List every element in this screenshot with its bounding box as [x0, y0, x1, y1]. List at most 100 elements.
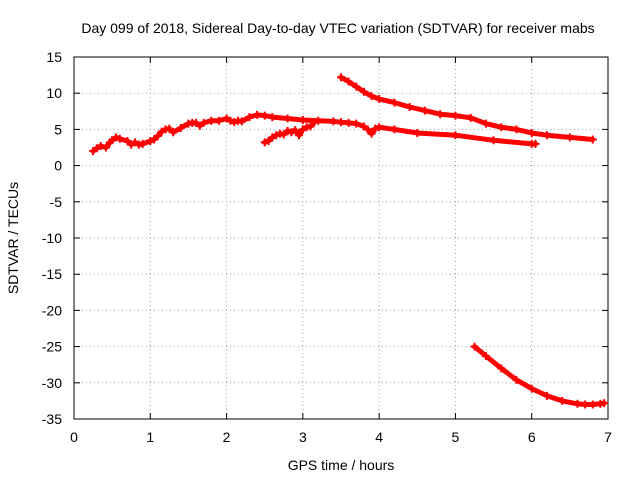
data-point — [283, 114, 292, 123]
data-point — [298, 115, 307, 124]
y-axis-ticks: 15 10 5 0 -5 -10 -15 -20 -25 -30 -35 — [42, 49, 608, 427]
data-point — [527, 384, 536, 393]
grid — [74, 57, 608, 419]
data-point — [337, 118, 345, 127]
data-point — [329, 117, 338, 126]
data-point — [367, 92, 376, 101]
data-point — [413, 129, 422, 138]
data-point — [581, 400, 590, 409]
y-tick-label: 15 — [46, 49, 62, 65]
data-point — [527, 129, 536, 138]
data-point — [588, 135, 597, 144]
data-point — [573, 399, 582, 408]
series-arc-3 — [337, 73, 597, 144]
data-point — [176, 123, 185, 132]
y-tick-label: 5 — [54, 121, 62, 137]
data-point — [481, 119, 490, 128]
data-series — [89, 73, 609, 409]
data-point — [291, 126, 300, 135]
data-point — [268, 113, 277, 122]
data-point — [352, 119, 361, 128]
data-point — [272, 131, 281, 140]
data-point — [405, 102, 414, 111]
y-tick-label: -15 — [42, 266, 62, 282]
x-tick-label: 1 — [146, 429, 154, 445]
data-point — [363, 125, 372, 134]
data-point — [565, 133, 574, 142]
x-tick-label: 7 — [604, 429, 612, 445]
data-point — [558, 396, 567, 405]
data-point — [344, 77, 353, 86]
data-point — [375, 94, 384, 103]
y-tick-label: -5 — [50, 194, 63, 210]
x-tick-label: 6 — [528, 429, 536, 445]
data-point — [169, 128, 178, 137]
data-point — [470, 342, 479, 351]
y-tick-label: -30 — [42, 375, 62, 391]
data-point — [600, 399, 609, 408]
x-tick-label: 3 — [299, 429, 307, 445]
series-arc-4 — [470, 342, 609, 409]
data-point — [207, 116, 216, 125]
x-tick-label: 4 — [375, 429, 383, 445]
data-point — [542, 391, 551, 400]
data-point — [310, 118, 319, 127]
data-point — [96, 142, 105, 151]
series-line — [472, 344, 607, 407]
data-point — [371, 124, 380, 133]
data-point — [337, 73, 345, 82]
data-point — [436, 110, 445, 119]
data-point — [237, 117, 246, 126]
data-point — [260, 138, 269, 147]
series-arc-2 — [260, 118, 319, 147]
data-point — [283, 126, 292, 135]
data-point — [390, 125, 399, 134]
data-point — [359, 87, 368, 96]
data-point — [512, 125, 521, 134]
y-tick-label: -25 — [42, 339, 62, 355]
x-tick-label: 5 — [452, 429, 460, 445]
data-point — [306, 122, 315, 131]
y-tick-label: -20 — [42, 302, 62, 318]
data-point — [260, 111, 269, 120]
data-point — [466, 113, 475, 122]
data-point — [102, 143, 111, 152]
x-axis-ticks: 0 1 2 3 4 5 6 7 — [70, 57, 612, 445]
y-axis-label: SDTVAR / TECUs — [5, 182, 21, 294]
data-point — [146, 136, 155, 145]
data-point — [542, 131, 551, 140]
data-point — [588, 400, 597, 409]
data-point — [344, 118, 353, 127]
y-tick-label: -10 — [42, 230, 62, 246]
data-point — [295, 131, 304, 140]
x-axis-label: GPS time / hours — [288, 457, 395, 473]
data-point — [481, 352, 490, 361]
data-point — [451, 111, 460, 120]
x-tick-label: 0 — [70, 429, 78, 445]
data-point — [367, 129, 376, 138]
data-point — [199, 118, 208, 127]
series-arc-1 — [89, 110, 540, 156]
data-point — [138, 139, 147, 148]
data-point — [111, 133, 120, 142]
data-point — [489, 136, 498, 145]
chart-title: Day 099 of 2018, Sidereal Day-to-day VTE… — [81, 20, 594, 36]
data-point — [253, 110, 262, 119]
data-point — [451, 131, 460, 140]
data-point — [375, 123, 384, 132]
data-point — [497, 364, 506, 373]
data-point — [512, 375, 521, 384]
y-tick-label: 0 — [54, 158, 62, 174]
y-tick-label: -35 — [42, 411, 62, 427]
data-point — [226, 116, 235, 125]
data-point — [352, 82, 361, 91]
data-point — [420, 106, 429, 115]
data-point — [115, 134, 124, 143]
data-point — [245, 113, 254, 122]
data-point — [531, 139, 540, 148]
data-point — [153, 131, 162, 140]
data-point — [497, 123, 506, 132]
y-tick-label: 10 — [46, 85, 62, 101]
data-point — [230, 118, 239, 127]
